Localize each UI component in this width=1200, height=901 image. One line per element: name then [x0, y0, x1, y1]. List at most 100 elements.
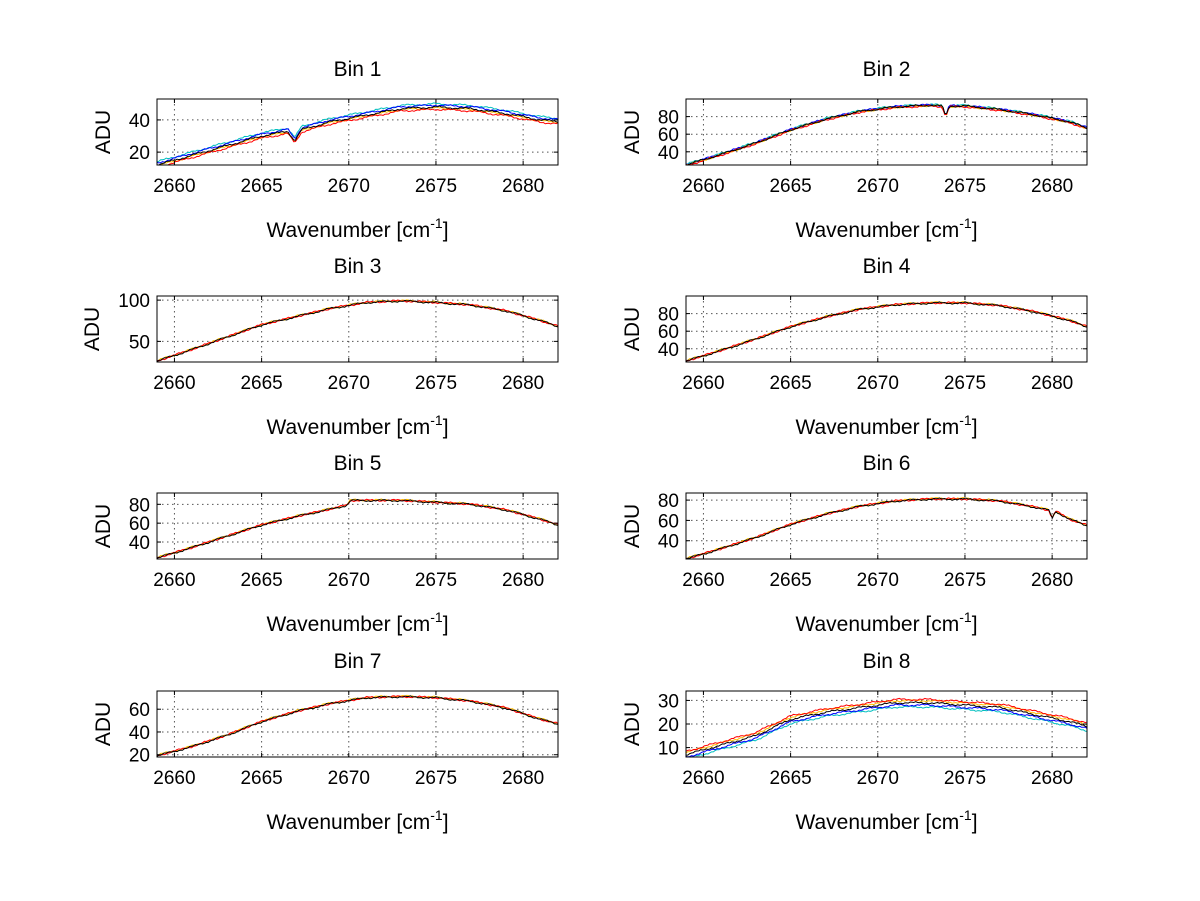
x-axis-label: Wavenumber [cm-1]	[795, 412, 977, 439]
x-axis-label-text: Wavenumber	[795, 416, 919, 439]
y-tick-label: 60	[658, 511, 679, 532]
plot-area	[157, 99, 558, 165]
series-line-4	[685, 104, 1088, 166]
x-axis-label: Wavenumber [cm-1]	[266, 807, 448, 834]
x-tick-label: 2680	[502, 570, 544, 591]
x-axis-label-space: [	[391, 416, 403, 439]
x-axis-label-space: [	[391, 219, 403, 242]
series-line-5	[686, 104, 1088, 166]
x-axis-label-text: Wavenumber	[266, 416, 390, 439]
x-tick-label: 2665	[769, 373, 811, 394]
x-axis-label-exponent: -1	[430, 609, 443, 625]
chart-title: Bin 8	[863, 650, 911, 673]
x-tick-label: 2660	[153, 373, 195, 394]
x-axis-label: Wavenumber [cm-1]	[795, 807, 977, 834]
y-axis-label: ADU	[621, 110, 644, 154]
y-tick-label: 80	[658, 108, 679, 129]
plot-area	[686, 99, 1087, 165]
series-line-3	[156, 498, 559, 559]
x-axis-label-close: ]	[972, 416, 978, 439]
x-tick-label: 2665	[769, 570, 811, 591]
x-axis-label-close: ]	[443, 613, 449, 636]
plot-area	[157, 493, 558, 559]
y-tick-label: 60	[129, 514, 150, 535]
subplot-bin-3: 2660 2665 2670 2675 2680 50 100 Bin 3 ADU Wavenum…	[81, 255, 559, 439]
x-axis-label-close: ]	[443, 416, 449, 439]
x-tick-label: 2660	[682, 768, 724, 789]
x-axis-label-unit: cm	[402, 416, 430, 439]
x-axis-label: Wavenumber [cm-1]	[795, 215, 977, 242]
y-tick-label: 80	[129, 495, 150, 516]
x-axis-label-text: Wavenumber	[795, 219, 919, 242]
x-tick-label: 2680	[1031, 768, 1073, 789]
axes-frame	[156, 98, 559, 166]
x-tick-label: 2670	[328, 373, 370, 394]
x-tick-label: 2665	[240, 570, 282, 591]
x-tick-label: 2665	[240, 373, 282, 394]
y-tick-label: 60	[129, 700, 150, 721]
x-tick-label: 2680	[1031, 373, 1073, 394]
x-axis-label-unit: cm	[931, 613, 959, 636]
x-axis-label-exponent: -1	[959, 215, 972, 231]
x-axis-label-close: ]	[972, 219, 978, 242]
y-tick-label: 80	[658, 305, 679, 326]
x-axis-label-close: ]	[972, 811, 978, 834]
series-line-4	[157, 108, 559, 166]
axes-frame	[156, 690, 559, 758]
series-line-3	[685, 301, 1088, 363]
x-tick-label: 2665	[240, 176, 282, 197]
x-tick-label: 2680	[502, 176, 544, 197]
y-axis-label: ADU	[92, 702, 115, 746]
chart-title: Bin 1	[334, 58, 382, 81]
y-tick-label: 100	[118, 291, 150, 312]
x-axis-label-close: ]	[972, 613, 978, 636]
y-tick-label: 60	[658, 322, 679, 343]
chart-title: Bin 7	[334, 650, 382, 673]
y-axis-label: ADU	[621, 702, 644, 746]
x-axis-label-exponent: -1	[430, 412, 443, 428]
subplot-bin-8: 2660 2665 2670 2675 2680 10 20 30 Bin 8 ADU Wavenu…	[621, 650, 1088, 834]
x-axis-label: Wavenumber [cm-1]	[795, 609, 977, 636]
y-tick-label: 40	[129, 111, 150, 132]
y-tick-label: 40	[658, 340, 679, 361]
x-axis-label: Wavenumber [cm-1]	[266, 609, 448, 636]
chart-title: Bin 5	[334, 452, 382, 475]
chart-title: Bin 4	[863, 255, 911, 278]
x-axis-label-exponent: -1	[959, 807, 972, 823]
x-tick-label: 2670	[857, 176, 899, 197]
x-tick-label: 2675	[415, 570, 457, 591]
x-tick-label: 2660	[682, 373, 724, 394]
x-tick-label: 2670	[857, 570, 899, 591]
chart-title: Bin 2	[863, 58, 911, 81]
x-axis-label-close: ]	[443, 219, 449, 242]
y-tick-label: 40	[658, 143, 679, 164]
x-tick-label: 2680	[502, 373, 544, 394]
x-tick-label: 2660	[153, 768, 195, 789]
x-tick-label: 2660	[682, 570, 724, 591]
series-line-4	[685, 697, 1088, 752]
x-axis-label: Wavenumber [cm-1]	[266, 215, 448, 242]
series-line-1	[156, 102, 559, 163]
plot-area	[686, 296, 1087, 362]
series-line-5	[685, 701, 1088, 756]
x-axis-label-exponent: -1	[959, 609, 972, 625]
y-tick-label: 40	[129, 723, 150, 744]
x-axis-label-unit: cm	[402, 219, 430, 242]
x-tick-label: 2680	[1031, 176, 1073, 197]
x-axis-label-unit: cm	[931, 416, 959, 439]
x-tick-label: 2670	[857, 373, 899, 394]
axes-frame	[685, 295, 1088, 363]
x-tick-label: 2675	[415, 373, 457, 394]
series-line-2	[685, 703, 1088, 758]
series-line-1	[685, 496, 1088, 559]
x-tick-label: 2660	[153, 570, 195, 591]
series-line-3	[156, 695, 559, 757]
x-axis-label-text: Wavenumber	[795, 811, 919, 834]
x-tick-label: 2675	[944, 570, 986, 591]
